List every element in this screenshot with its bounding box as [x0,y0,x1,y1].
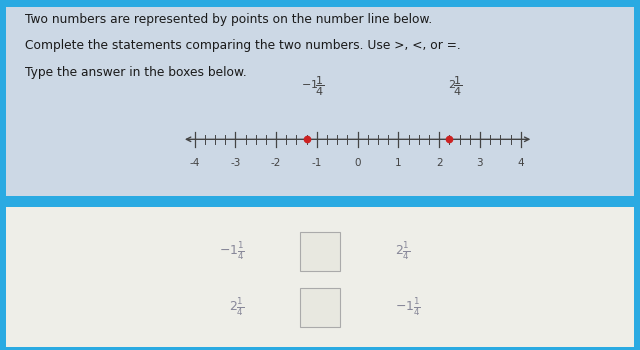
Text: 1: 1 [395,158,402,168]
Text: 4: 4 [517,158,524,168]
Text: 0: 0 [355,158,361,168]
Bar [300,288,340,327]
Text: Two numbers are represented by points on the number line below.: Two numbers are represented by points on… [25,13,433,26]
Text: -3: -3 [230,158,241,168]
Text: -2: -2 [271,158,282,168]
Text: $2\frac{1}{4}$: $2\frac{1}{4}$ [396,240,411,262]
Text: -4: -4 [189,158,200,168]
Text: 2: 2 [436,158,442,168]
Text: -1: -1 [312,158,322,168]
Text: $2\!\dfrac{1}{4}$: $2\!\dfrac{1}{4}$ [449,74,463,98]
Text: $2\frac{1}{4}$: $2\frac{1}{4}$ [229,296,244,318]
Text: 3: 3 [477,158,483,168]
Text: Type the answer in the boxes below.: Type the answer in the boxes below. [25,65,247,79]
Text: $-1\frac{1}{4}$: $-1\frac{1}{4}$ [219,240,244,262]
Text: Complete the statements comparing the two numbers. Use >, <, or =.: Complete the statements comparing the tw… [25,39,461,52]
Text: $-1\frac{1}{4}$: $-1\frac{1}{4}$ [396,296,421,318]
Text: $-1\!\dfrac{1}{4}$: $-1\!\dfrac{1}{4}$ [301,74,324,98]
Bar [300,232,340,271]
